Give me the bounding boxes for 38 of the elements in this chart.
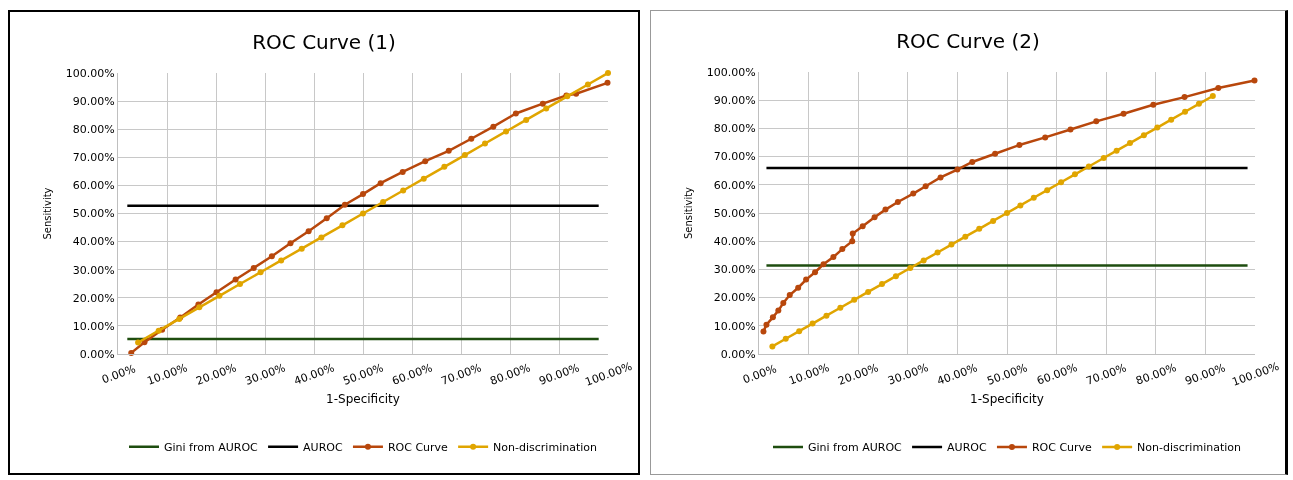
- y-tick-label: 40.00%: [72, 235, 115, 249]
- legend-label: Gini from AUROC: [808, 441, 903, 455]
- y-tick-label: 70.00%: [713, 150, 756, 164]
- y-tick-label: 10.00%: [72, 319, 115, 333]
- y-tick-label: 50.00%: [713, 206, 756, 220]
- y-tick-label: 60.00%: [713, 178, 756, 192]
- y-tick-label: 40.00%: [713, 235, 756, 249]
- y-tick-label: 90.00%: [72, 94, 115, 108]
- y-tick-label: 10.00%: [713, 319, 756, 333]
- y-tick-label: 0.00%: [79, 347, 115, 361]
- y-tick-label: 20.00%: [713, 291, 756, 305]
- y-tick-label: 50.00%: [72, 207, 115, 221]
- x-axis-title: 1-Specificity: [970, 391, 1044, 406]
- y-tick-label: 80.00%: [72, 123, 115, 137]
- legend-label: Non-discrimination: [493, 441, 597, 455]
- chart-title: ROC Curve (1): [252, 30, 396, 54]
- y-tick-label: 30.00%: [713, 263, 756, 277]
- y-tick-label: 20.00%: [72, 291, 115, 305]
- legend-label: Non-discrimination: [1137, 441, 1241, 455]
- legend-label: ROC Curve: [1031, 441, 1093, 455]
- y-axis-title: Sensitivity: [682, 186, 694, 240]
- y-tick-label: 100.00%: [65, 66, 115, 80]
- y-tick-label: 100.00%: [706, 65, 756, 79]
- legend-label: AUROC: [947, 441, 987, 455]
- legend-label: Gini from AUROC: [164, 441, 259, 455]
- y-axis-title: Sensitivity: [41, 187, 53, 240]
- legend-label: AUROC: [303, 441, 343, 455]
- y-tick-label: 80.00%: [713, 122, 756, 136]
- x-axis-title: 1-Specificity: [326, 391, 400, 406]
- y-tick-label: 30.00%: [72, 263, 115, 277]
- chart-title: ROC Curve (2): [896, 29, 1040, 53]
- x-tick-label: 0.00%: [740, 362, 779, 387]
- y-tick-label: 70.00%: [72, 151, 115, 165]
- y-tick-label: 60.00%: [72, 179, 115, 193]
- legend-label: ROC Curve: [387, 441, 449, 455]
- y-tick-label: 0.00%: [720, 347, 756, 361]
- x-tick-label: 0.00%: [99, 362, 138, 387]
- y-tick-label: 90.00%: [713, 94, 756, 108]
